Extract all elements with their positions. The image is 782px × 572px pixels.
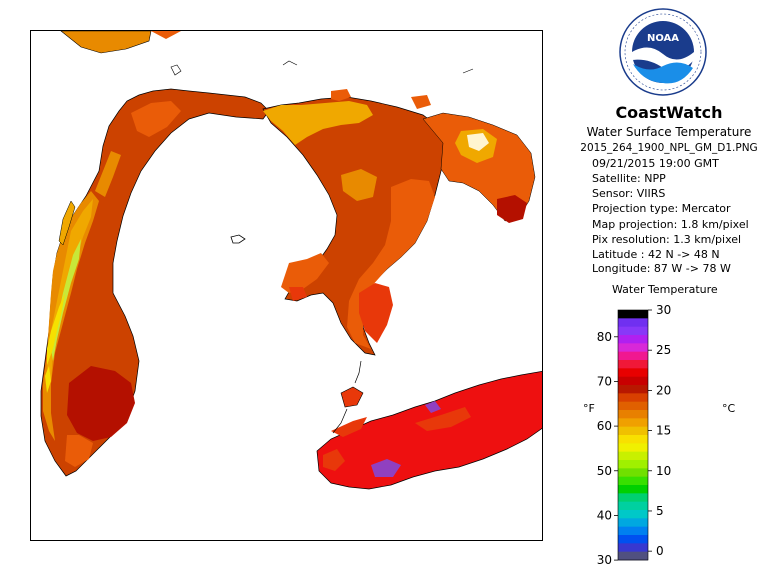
green-bay	[58, 200, 76, 246]
noaa-logo: NOAA	[619, 8, 707, 96]
app-title: CoastWatch	[615, 103, 723, 122]
scale-swatch	[618, 376, 648, 386]
scale-swatch	[618, 526, 648, 536]
projection-type-text: Projection type: Mercator	[592, 202, 731, 215]
pix-resolution-text: Pix resolution: 1.3 km/pixel	[592, 233, 742, 246]
celsius-tick-label: 30	[656, 303, 671, 317]
scale-swatch	[618, 435, 648, 444]
celsius-tick-label: 10	[656, 464, 671, 478]
datetime-text: 09/21/2015 19:00 GMT	[592, 157, 719, 170]
inland-river	[282, 60, 474, 74]
lake-superior-east	[151, 31, 181, 39]
scale-swatch	[618, 426, 648, 436]
scale-border	[617, 309, 649, 561]
fahrenheit-ticks: 80 70 60 50 40 30	[597, 330, 618, 567]
fahrenheit-tick-label: 40	[597, 508, 612, 522]
scale-swatch	[618, 501, 648, 511]
lake-st-clair	[340, 386, 364, 408]
celsius-tick-label: 5	[656, 504, 664, 518]
scale-swatch	[618, 510, 648, 519]
unit-celsius: °C	[722, 402, 736, 415]
scale-swatch	[618, 326, 648, 336]
celsius-tick-label: 25	[656, 343, 671, 357]
map-projection-text: Map projection: 1.8 km/pixel	[592, 218, 749, 231]
beaver-island	[230, 234, 246, 244]
scale-swatch	[618, 535, 648, 544]
longitude-text: Longitude: 87 W -> 78 W	[592, 262, 731, 275]
fahrenheit-tick-label: 30	[597, 553, 612, 567]
scale-swatch	[618, 335, 648, 344]
scale-swatch	[618, 343, 648, 353]
scale-swatch	[618, 360, 648, 369]
celsius-tick-label: 20	[656, 383, 671, 397]
scale-swatch	[618, 401, 648, 411]
scale-swatch	[618, 351, 648, 361]
detroit-river	[332, 360, 362, 434]
legend-title: Water Temperature	[612, 283, 718, 296]
celsius-tick-label: 15	[656, 424, 671, 438]
scale-swatch	[618, 476, 648, 486]
scale-swatch	[618, 468, 648, 478]
fahrenheit-tick-label: 70	[597, 374, 612, 388]
scale-swatch	[618, 368, 648, 378]
scale-swatch	[618, 485, 648, 494]
scale-swatch	[618, 460, 648, 469]
scale-swatch	[618, 518, 648, 528]
latitude-text: Latitude : 42 N -> 48 N	[592, 248, 720, 261]
scale-swatch	[618, 543, 648, 553]
scale-swatch	[618, 493, 648, 503]
lake-erie	[316, 370, 542, 490]
scale-swatch	[618, 385, 648, 394]
fahrenheit-tick-label: 60	[597, 419, 612, 433]
scale-swatch	[618, 318, 648, 328]
fahrenheit-tick-label: 50	[597, 464, 612, 478]
scale-swatch	[618, 410, 648, 419]
color-scale-bar	[617, 309, 649, 561]
lake-huron	[262, 89, 536, 356]
scale-swatch	[618, 310, 648, 319]
inland-lake	[170, 64, 182, 76]
unit-fahrenheit: °F	[583, 402, 595, 415]
fahrenheit-tick-label: 80	[597, 330, 612, 344]
logo-text: NOAA	[647, 33, 679, 44]
sensor-text: Sensor: VIIRS	[592, 187, 666, 200]
satellite-text: Satellite: NPP	[592, 172, 666, 185]
celsius-ticks: 30 25 20 15 10 5 0	[648, 303, 671, 558]
scale-swatch	[618, 443, 648, 453]
scale-swatch	[618, 451, 648, 461]
celsius-tick-label: 0	[656, 544, 664, 558]
scale-swatch	[618, 418, 648, 428]
product-title: Water Surface Temperature	[586, 125, 752, 139]
scale-swatch	[618, 551, 648, 561]
file-name: 2015_264_1900_NPL_GM_D1.PNG	[580, 142, 758, 154]
lake-michigan	[40, 88, 270, 477]
sst-map[interactable]	[30, 30, 543, 541]
lake-superior-region	[60, 31, 152, 54]
scale-swatch	[618, 393, 648, 403]
